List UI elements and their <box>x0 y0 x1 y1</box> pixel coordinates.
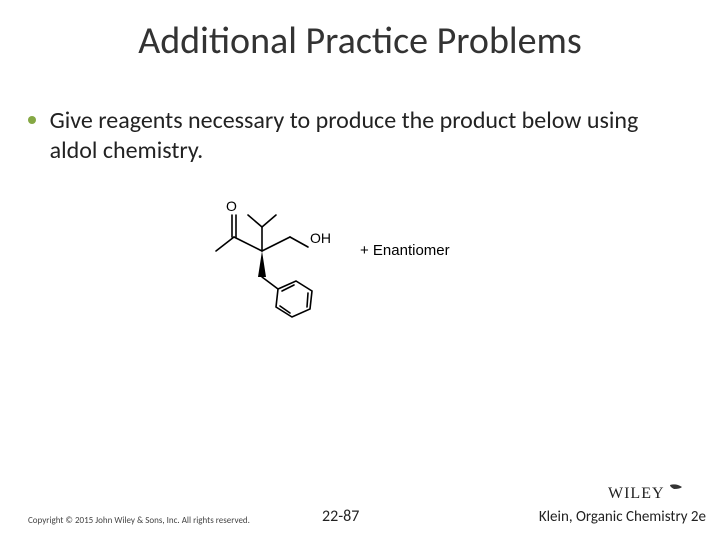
enantiomer-label: + Enantiomer <box>360 242 450 259</box>
bullet-text: Give reagents necessary to produce the p… <box>50 106 690 166</box>
o-label: O <box>226 198 237 214</box>
oh-label: OH <box>310 230 331 246</box>
bullet-dot <box>28 116 36 124</box>
bullet-row: Give reagents necessary to produce the p… <box>28 106 692 166</box>
svg-text:WILEY: WILEY <box>608 485 665 502</box>
slide: Additional Practice Problems Give reagen… <box>0 0 720 540</box>
wiley-logo: WILEY <box>608 483 692 508</box>
credit-text: Klein, Organic Chemistry 2e <box>539 508 706 526</box>
footer: Copyright © 2015 John Wiley & Sons, Inc.… <box>0 500 720 532</box>
page-number: 22-87 <box>322 507 359 526</box>
chem-svg: O OH + Enantiomer <box>200 185 520 325</box>
slide-title: Additional Practice Problems <box>0 18 720 64</box>
chemical-structure: O OH + Enantiomer <box>200 185 520 330</box>
copyright-text: Copyright © 2015 John Wiley & Sons, Inc.… <box>28 515 250 526</box>
